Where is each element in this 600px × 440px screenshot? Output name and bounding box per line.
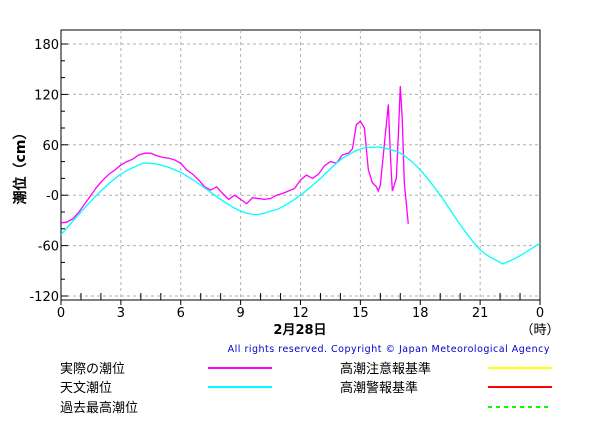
legend-label: 実際の潮位 <box>60 361 125 377</box>
x-tick-label: 12 <box>292 306 309 321</box>
copyright-text: All rights reserved. Copyright © Japan M… <box>228 344 550 355</box>
y-axis-label: 潮位（cm） <box>12 126 29 205</box>
legend-label: 天文潮位 <box>60 381 112 396</box>
x-tick-label: 18 <box>412 306 429 321</box>
x-tick-label: 9 <box>236 306 244 321</box>
series-line-astronomical <box>60 146 541 265</box>
y-tick-label: -120 <box>29 290 59 305</box>
x-tick-label: 21 <box>472 306 489 321</box>
y-tick-label: -0 <box>46 189 59 204</box>
y-tick-label: -60 <box>38 240 59 255</box>
legend-label: 高潮警報基準 <box>340 380 418 396</box>
legend-label: 高潮注意報基準 <box>340 361 431 377</box>
x-tick-label: 6 <box>177 306 185 321</box>
axis-ticks: 0 3 6 9 12 15 18 21 0 180 120 60 -0 -60 -120 <box>29 38 544 321</box>
x-tick-label: 0 <box>536 306 544 321</box>
x-tick-label: 3 <box>117 306 125 321</box>
x-unit-label: （時） <box>520 323 559 338</box>
series-line-observed <box>60 85 409 224</box>
y-tick-label: 180 <box>34 38 59 53</box>
x-tick-label: 0 <box>57 306 65 321</box>
x-tick-label: 15 <box>352 306 369 321</box>
y-tick-label: 120 <box>34 88 59 103</box>
legend-label: 過去最高潮位 <box>60 400 138 416</box>
y-tick-label: 60 <box>42 139 59 154</box>
series-layer <box>60 85 541 265</box>
date-label: 2月28日 <box>273 323 326 338</box>
